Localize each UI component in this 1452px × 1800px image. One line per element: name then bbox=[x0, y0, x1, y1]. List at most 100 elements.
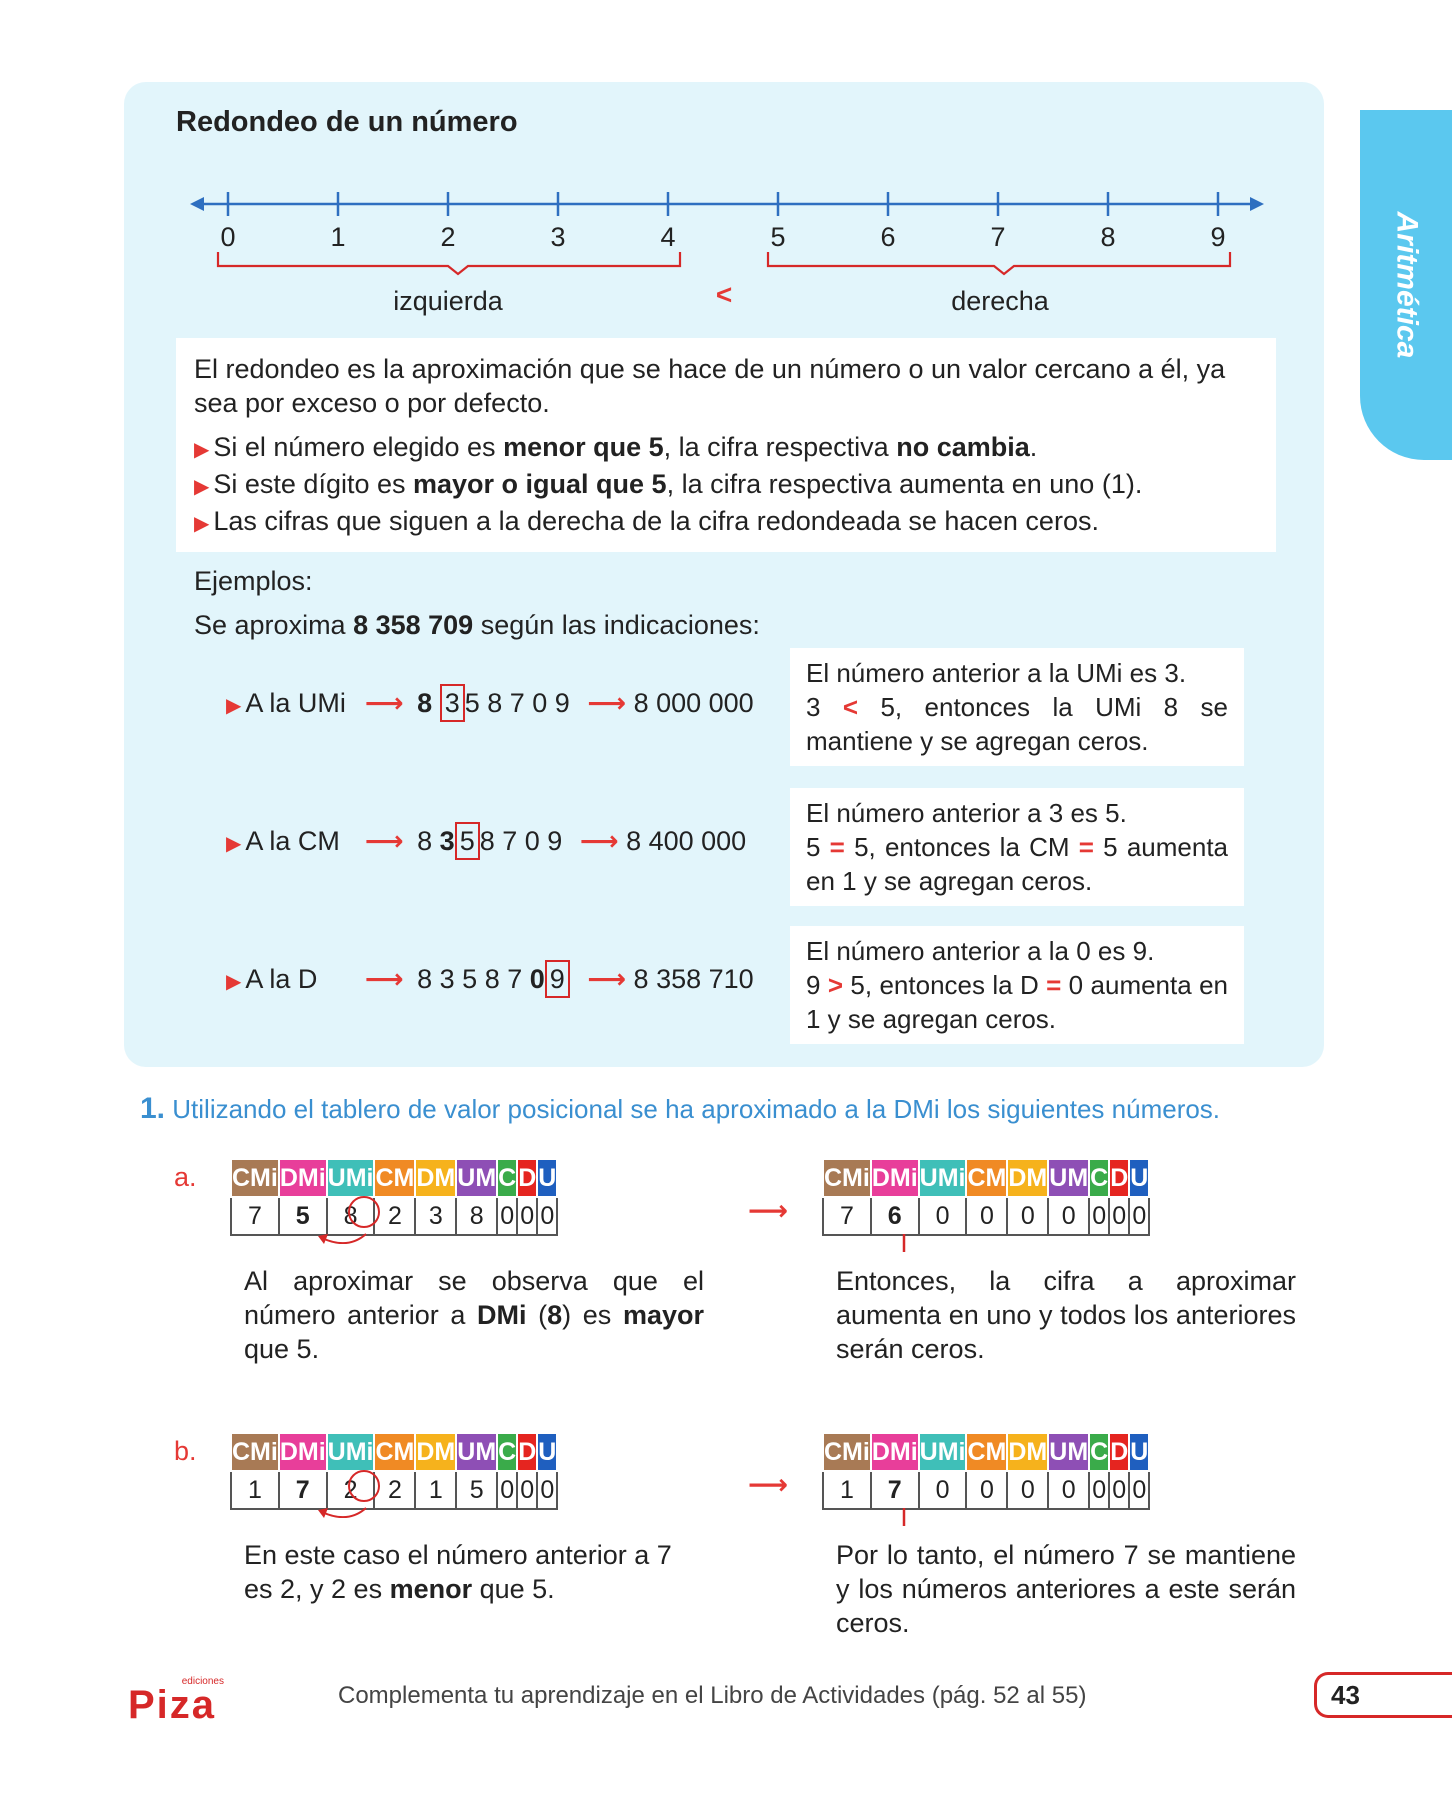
place-value-header: DMi bbox=[277, 1158, 328, 1198]
example-result: 8 400 000 bbox=[626, 826, 747, 856]
place-value-cell: 5 bbox=[455, 1470, 499, 1510]
right-arrow-icon bbox=[1250, 197, 1264, 211]
number-line-tick-label: 2 bbox=[440, 222, 455, 252]
curved-arrow-icon bbox=[318, 1508, 328, 1518]
number-line-tick-label: 3 bbox=[550, 222, 565, 252]
place-value-cell: 7 bbox=[277, 1470, 328, 1510]
place-value-cell: 2 bbox=[325, 1470, 376, 1510]
bullet-triangle-icon: ▶ bbox=[194, 513, 210, 535]
less-than-symbol: < bbox=[716, 279, 732, 310]
place-value-header: CM bbox=[373, 1158, 417, 1198]
place-value-header: D bbox=[1108, 1432, 1131, 1472]
place-value-header: UMi bbox=[325, 1432, 376, 1472]
number-line-tick-label: 6 bbox=[880, 222, 895, 252]
bullet-triangle-icon: ▶ bbox=[226, 695, 242, 717]
place-value-cell: 0 bbox=[1047, 1470, 1091, 1510]
place-value-header: C bbox=[496, 1158, 519, 1198]
place-value-cell: 0 bbox=[1108, 1470, 1131, 1510]
left-brace bbox=[216, 252, 682, 276]
place-value-header: UM bbox=[1047, 1158, 1091, 1198]
example-result: 8 000 000 bbox=[633, 688, 754, 718]
place-value-header: U bbox=[536, 1158, 559, 1198]
rules-box: El redondeo es la aproximación que se ha… bbox=[176, 338, 1276, 552]
circle-and-arrow-b bbox=[318, 1470, 380, 1518]
number-line-tick-label: 8 bbox=[1100, 222, 1115, 252]
arrow-right-icon: ⟶ bbox=[364, 688, 404, 718]
number-line-tick-label: 5 bbox=[770, 222, 785, 252]
number-line-tick-label: 4 bbox=[660, 222, 675, 252]
place-value-header: CM bbox=[373, 1432, 417, 1472]
place-value-header: UMi bbox=[917, 1158, 968, 1198]
exercise-a-right-text: Entonces, la cifra a aproximar aumenta e… bbox=[836, 1266, 1296, 1364]
place-value-header: CMi bbox=[230, 1158, 280, 1198]
right-brace bbox=[766, 252, 1232, 276]
place-value-cell: 0 bbox=[1006, 1196, 1050, 1236]
rule-bullet-1: ▶ Si el número elegido es menor que 5, la… bbox=[194, 432, 1038, 462]
place-value-cell: 0 bbox=[496, 1196, 519, 1236]
place-value-header: DMi bbox=[869, 1432, 920, 1472]
place-value-cell: 1 bbox=[414, 1470, 458, 1510]
place-value-header: DM bbox=[1006, 1432, 1050, 1472]
place-value-cell: 1 bbox=[822, 1470, 872, 1510]
side-tab-label-wrap: Aritmética bbox=[1360, 110, 1452, 460]
place-value-cell: 7 bbox=[230, 1196, 280, 1236]
bullet-triangle-icon: ▶ bbox=[226, 971, 242, 993]
place-value-cell: 0 bbox=[965, 1196, 1009, 1236]
place-value-cell: 0 bbox=[1047, 1196, 1091, 1236]
place-value-cell: 0 bbox=[536, 1196, 559, 1236]
number-line-tick-label: 9 bbox=[1210, 222, 1225, 252]
bullet-triangle-icon: ▶ bbox=[226, 833, 242, 855]
place-value-cell: 0 bbox=[516, 1196, 539, 1236]
rule-bullet-3: ▶ Las cifras que siguen a la derecha de l… bbox=[194, 506, 1099, 536]
place-value-cell: 6 bbox=[869, 1196, 920, 1236]
exercise-title: 1. Utilizando el tablero de valor posici… bbox=[140, 1092, 1221, 1125]
example-explanation-d: El número anterior a la 0 es 9. 9 > 5, e… bbox=[790, 926, 1244, 1044]
arrow-right-icon: ⟶ bbox=[748, 1469, 789, 1500]
place-value-cell: 0 bbox=[1108, 1196, 1131, 1236]
exercise-b-left-text: En este caso el número anterior a 7 es 2… bbox=[244, 1540, 672, 1604]
boxed-digit: 9 bbox=[544, 960, 570, 998]
place-value-header: U bbox=[1128, 1158, 1151, 1198]
place-value-cell: 0 bbox=[496, 1470, 519, 1510]
bullet-triangle-icon: ▶ bbox=[194, 439, 210, 461]
place-value-cell: 0 bbox=[536, 1470, 559, 1510]
number-line-tick-label: 0 bbox=[220, 222, 235, 252]
place-value-header: CMi bbox=[822, 1432, 872, 1472]
place-value-cell: 0 bbox=[1088, 1470, 1111, 1510]
exercise-a-left-text: Al aproximar se observa que el número an… bbox=[244, 1266, 704, 1364]
place-value-header: UMi bbox=[325, 1158, 376, 1198]
place-value-header: DM bbox=[414, 1432, 458, 1472]
place-value-header: U bbox=[536, 1432, 559, 1472]
exercise-b-right-text: Por lo tanto, el número 7 se mantiene y … bbox=[836, 1540, 1296, 1638]
place-value-header: DMi bbox=[277, 1432, 328, 1472]
number-line: 0 1 2 3 4 5 6 7 8 9 izquierda < derecha bbox=[190, 192, 1264, 316]
place-value-cell: 1 bbox=[230, 1470, 280, 1510]
number-line-tick-label: 1 bbox=[330, 222, 345, 252]
arrow-right-icon: ⟶ bbox=[579, 826, 619, 856]
side-tab bbox=[1360, 110, 1452, 460]
example-explanation-cm: El número anterior a 3 es 5. 5 = 5, ento… bbox=[790, 788, 1244, 906]
left-label: izquierda bbox=[393, 286, 504, 316]
place-value-header: DM bbox=[414, 1158, 458, 1198]
section-title: Redondeo de un número bbox=[176, 106, 518, 138]
place-value-header: C bbox=[1088, 1158, 1111, 1198]
arrow-right-icon: ⟶ bbox=[364, 964, 404, 994]
place-value-header: U bbox=[1128, 1432, 1151, 1472]
side-tab-label: Aritmética bbox=[1390, 211, 1423, 359]
place-value-header: D bbox=[1108, 1158, 1131, 1198]
rule-bullet-2: ▶ Si este dígito es mayor o igual que 5, … bbox=[194, 469, 1143, 499]
place-value-cell: 0 bbox=[917, 1470, 968, 1510]
place-value-cell: 0 bbox=[1006, 1470, 1050, 1510]
place-value-cell: 0 bbox=[1128, 1196, 1151, 1236]
marker-tick-b bbox=[902, 1508, 906, 1526]
left-arrow-icon bbox=[190, 197, 204, 211]
example-result: 8 358 710 bbox=[633, 964, 754, 994]
exercise-letter-b: b. bbox=[174, 1436, 197, 1466]
place-value-header: UMi bbox=[917, 1432, 968, 1472]
bullet-triangle-icon: ▶ bbox=[194, 476, 210, 498]
